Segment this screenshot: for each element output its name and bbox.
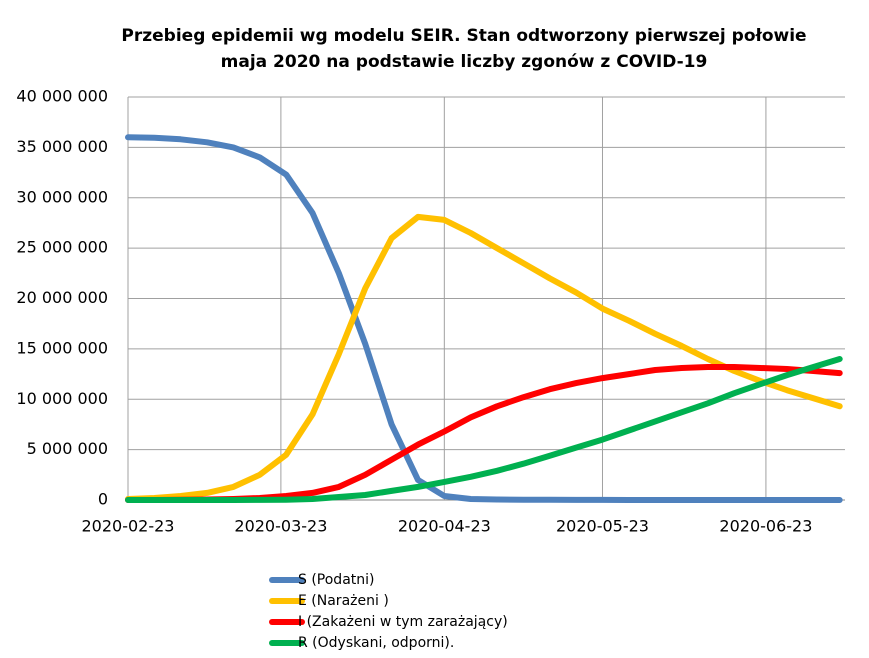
- chart-title: maja 2020 na podstawie liczby zgonów z C…: [221, 52, 708, 72]
- legend-label: S (Podatni): [298, 572, 375, 588]
- y-tick-label: 40 000 000: [16, 87, 108, 106]
- x-tick-label: 2020-06-23: [719, 517, 812, 536]
- series-line: [125, 134, 843, 503]
- y-tick-label: 20 000 000: [16, 288, 108, 307]
- chart-title: Przebieg epidemii wg modelu SEIR. Stan o…: [121, 26, 806, 46]
- x-tick-label: 2020-04-23: [398, 517, 491, 536]
- legend-label: I (Zakażeni w tym zarażający): [298, 614, 508, 630]
- x-tick-label: 2020-02-23: [82, 517, 175, 536]
- y-tick-label: 10 000 000: [16, 389, 108, 408]
- y-tick-label: 25 000 000: [16, 238, 108, 257]
- legend-label: E (Narażeni ): [298, 593, 389, 609]
- y-tick-label: 35 000 000: [16, 137, 108, 156]
- series-line: [125, 213, 843, 502]
- y-tick-label: 15 000 000: [16, 338, 108, 357]
- y-tick-label: 0: [98, 490, 108, 509]
- x-tick-label: 2020-05-23: [556, 517, 649, 536]
- y-tick-label: 30 000 000: [16, 187, 108, 206]
- series-line: [125, 364, 843, 503]
- legend-label: R (Odyskani, odporni).: [298, 635, 454, 651]
- y-tick-label: 5 000 000: [27, 439, 108, 458]
- series-line: [125, 356, 843, 503]
- x-tick-label: 2020-03-23: [234, 517, 327, 536]
